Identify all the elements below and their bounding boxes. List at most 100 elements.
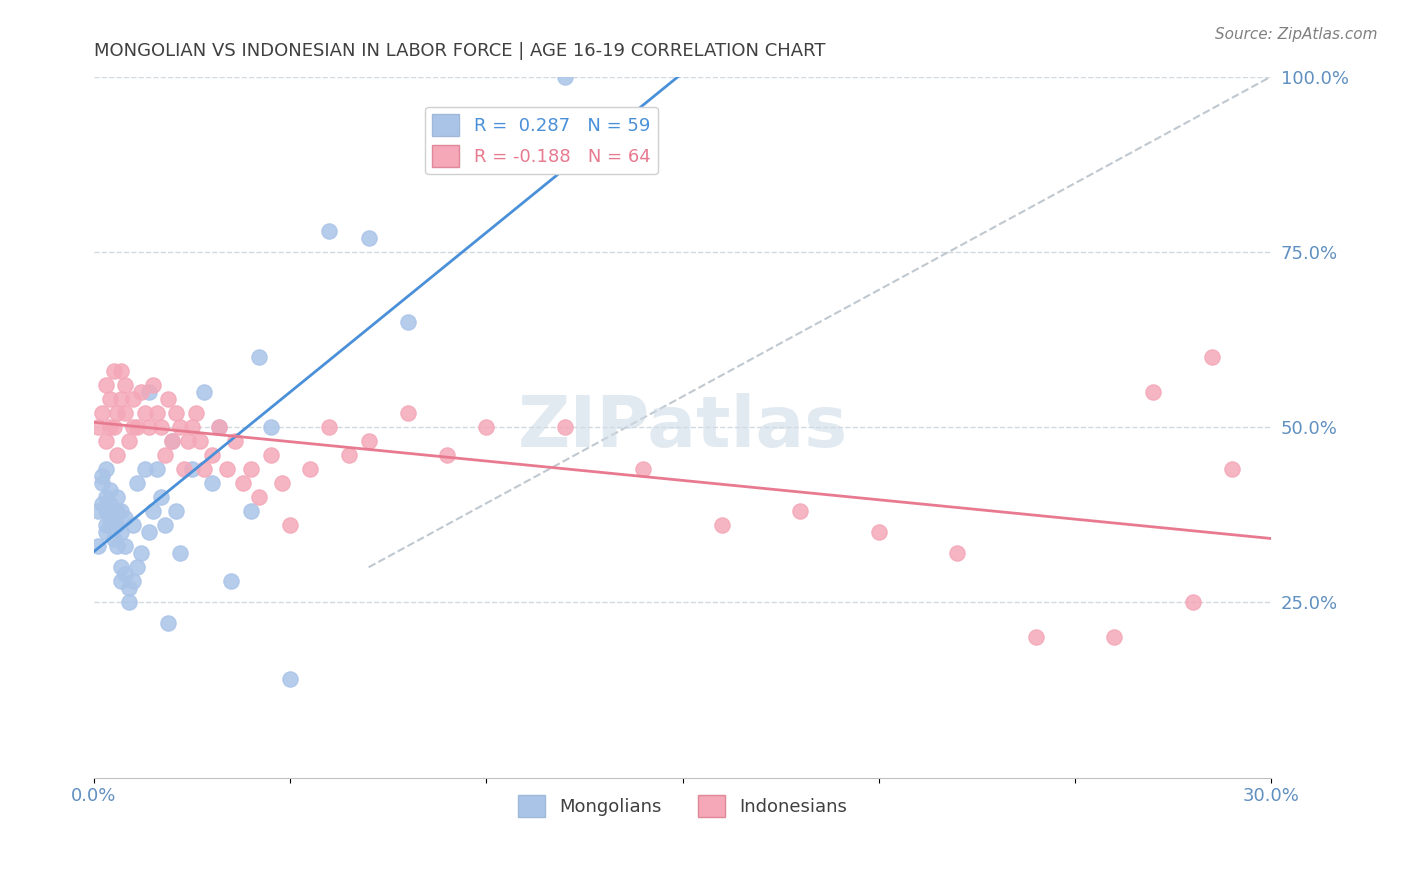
Point xyxy=(219,574,242,589)
Point xyxy=(138,420,160,434)
Point xyxy=(396,406,419,420)
Point xyxy=(149,420,172,434)
Point xyxy=(107,518,129,533)
Point xyxy=(87,504,110,518)
Point xyxy=(103,518,125,533)
Point xyxy=(475,420,498,434)
Point xyxy=(87,539,110,553)
Point xyxy=(110,525,132,540)
Point xyxy=(193,384,215,399)
Point xyxy=(396,315,419,329)
Point xyxy=(98,483,121,498)
Point xyxy=(122,392,145,406)
Point xyxy=(94,462,117,476)
Point xyxy=(259,448,281,462)
Point xyxy=(107,406,129,420)
Point xyxy=(94,518,117,533)
Point xyxy=(239,462,262,476)
Point xyxy=(114,567,136,582)
Point xyxy=(94,378,117,392)
Point xyxy=(107,539,129,553)
Point xyxy=(110,574,132,589)
Point xyxy=(247,490,270,504)
Text: ZIPatlas: ZIPatlas xyxy=(517,392,848,461)
Point xyxy=(90,469,112,483)
Point xyxy=(232,476,254,491)
Point xyxy=(162,434,184,449)
Point xyxy=(1201,350,1223,364)
Point xyxy=(357,231,380,245)
Point xyxy=(110,504,132,518)
Point xyxy=(114,406,136,420)
Point xyxy=(157,616,180,631)
Point xyxy=(318,420,340,434)
Point xyxy=(129,546,152,560)
Point xyxy=(271,476,294,491)
Point xyxy=(169,420,191,434)
Point xyxy=(114,511,136,525)
Point xyxy=(149,490,172,504)
Point xyxy=(138,525,160,540)
Point xyxy=(789,504,811,518)
Point xyxy=(138,384,160,399)
Point xyxy=(201,448,224,462)
Point xyxy=(103,364,125,378)
Point xyxy=(177,434,200,449)
Point xyxy=(122,420,145,434)
Point xyxy=(554,420,576,434)
Point xyxy=(201,476,224,491)
Point xyxy=(107,448,129,462)
Point xyxy=(318,224,340,238)
Point xyxy=(184,406,207,420)
Point xyxy=(217,462,239,476)
Point xyxy=(165,406,187,420)
Point xyxy=(98,518,121,533)
Point xyxy=(94,504,117,518)
Point xyxy=(98,511,121,525)
Point xyxy=(1025,631,1047,645)
Point xyxy=(110,560,132,574)
Point xyxy=(118,582,141,596)
Point xyxy=(90,476,112,491)
Point xyxy=(114,378,136,392)
Point xyxy=(153,448,176,462)
Point xyxy=(157,392,180,406)
Point xyxy=(278,518,301,533)
Point xyxy=(357,434,380,449)
Point xyxy=(153,518,176,533)
Point xyxy=(145,462,167,476)
Point xyxy=(247,350,270,364)
Point xyxy=(554,70,576,84)
Point xyxy=(127,420,149,434)
Point xyxy=(107,504,129,518)
Point xyxy=(90,406,112,420)
Point xyxy=(145,406,167,420)
Point xyxy=(134,462,156,476)
Point xyxy=(134,406,156,420)
Point xyxy=(337,448,360,462)
Point xyxy=(122,574,145,589)
Point xyxy=(868,525,890,540)
Point xyxy=(127,476,149,491)
Point xyxy=(173,462,195,476)
Point xyxy=(142,378,165,392)
Point xyxy=(298,462,321,476)
Point xyxy=(278,673,301,687)
Point xyxy=(633,462,655,476)
Point xyxy=(103,533,125,547)
Text: Source: ZipAtlas.com: Source: ZipAtlas.com xyxy=(1215,27,1378,42)
Point xyxy=(94,525,117,540)
Point xyxy=(1220,462,1243,476)
Point xyxy=(118,434,141,449)
Point xyxy=(114,539,136,553)
Text: MONGOLIAN VS INDONESIAN IN LABOR FORCE | AGE 16-19 CORRELATION CHART: MONGOLIAN VS INDONESIAN IN LABOR FORCE |… xyxy=(94,42,825,60)
Point xyxy=(129,384,152,399)
Point xyxy=(107,490,129,504)
Legend: Mongolians, Indonesians: Mongolians, Indonesians xyxy=(510,789,855,824)
Point xyxy=(169,546,191,560)
Point xyxy=(122,518,145,533)
Point xyxy=(224,434,246,449)
Point xyxy=(118,595,141,609)
Point xyxy=(162,434,184,449)
Point xyxy=(259,420,281,434)
